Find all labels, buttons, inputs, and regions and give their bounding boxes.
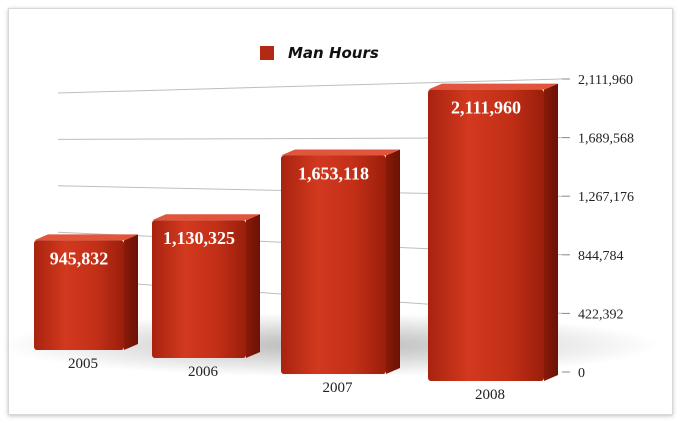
bar-front xyxy=(152,220,246,358)
legend: Man Hours xyxy=(260,44,379,62)
gridline xyxy=(57,78,563,94)
bar-side xyxy=(544,83,558,382)
bar-side xyxy=(124,234,138,350)
x-tick-label: 2005 xyxy=(68,356,98,372)
x-axis-ticks: 2005 2006 2007 2008 xyxy=(68,356,505,403)
data-label: 1,653,118 xyxy=(298,163,369,183)
bar-top xyxy=(152,214,260,221)
data-label: 945,832 xyxy=(50,248,109,268)
bars: 945,832 1,130,325 1,653,118 2,111,960 xyxy=(34,83,558,382)
data-label: 2,111,960 xyxy=(451,98,521,118)
bar-front xyxy=(428,89,544,382)
legend-swatch xyxy=(260,46,274,60)
x-tick-label: 2008 xyxy=(475,387,505,403)
bar-front xyxy=(34,240,124,350)
legend-label: Man Hours xyxy=(288,44,379,62)
y-tick-label: 1,689,568 xyxy=(578,132,634,147)
bar-top xyxy=(281,149,400,156)
y-axis-ticks: 0 422,392 844,784 1,267,176 1,689,568 2,111,9… xyxy=(562,73,634,381)
x-tick-label: 2007 xyxy=(323,380,354,396)
y-tick-label: 844,784 xyxy=(578,249,624,264)
bar-side xyxy=(386,149,400,374)
bar-2007: 1,653,118 xyxy=(281,149,400,374)
x-tick-label: 2006 xyxy=(188,364,219,380)
bar-2005: 945,832 xyxy=(34,234,138,350)
bar-side xyxy=(246,214,260,358)
bar-top xyxy=(428,83,558,90)
y-tick-label: 1,267,176 xyxy=(578,190,634,205)
y-tick-label: 2,111,960 xyxy=(578,73,633,88)
y-tick-label: 422,392 xyxy=(578,307,624,322)
data-label: 1,130,325 xyxy=(163,228,235,248)
bar-2006: 1,130,325 xyxy=(152,214,260,358)
bar-2008: 2,111,960 xyxy=(428,83,558,382)
bar-top xyxy=(34,234,138,241)
bar-front xyxy=(281,155,386,374)
y-tick-label: 0 xyxy=(578,366,585,381)
